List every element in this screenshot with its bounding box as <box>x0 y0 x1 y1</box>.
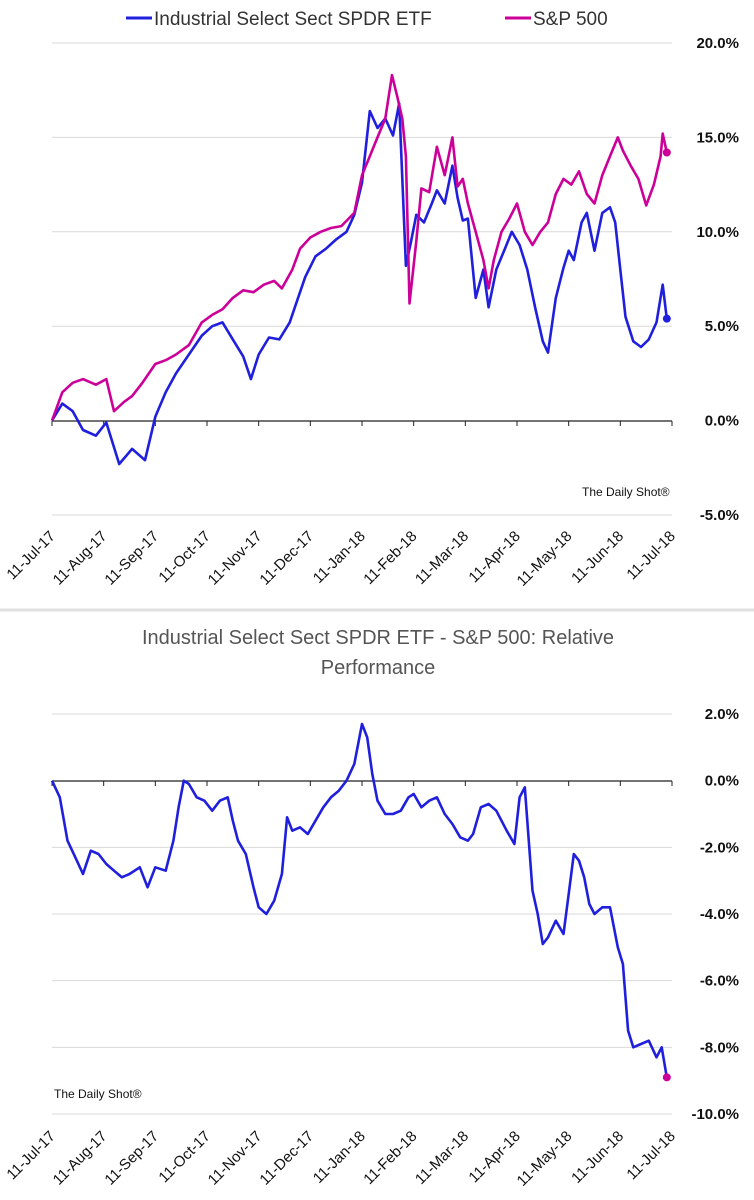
x-tick-label: 11-Feb-18 <box>360 528 420 588</box>
y-axis-tick-labels: 20.0% 15.0% 10.0% 5.0% 0.0% -5.0% <box>696 35 739 524</box>
series-end-marker <box>662 314 671 323</box>
x-tick-label: 11-Jun-18 <box>568 1128 627 1187</box>
cumulative-performance-chart: Industrial Select Sect SPDR ETF S&P 500 … <box>3 9 739 590</box>
series-lines <box>50 73 671 466</box>
y-tick-label: 5.0% <box>705 318 739 335</box>
watermark: The Daily Shot® <box>582 485 670 499</box>
gridlines <box>52 42 672 516</box>
x-tick-label: 11-Jun-18 <box>568 528 627 587</box>
x-tick-label: 11-Jan-18 <box>310 528 369 587</box>
y-tick-label: -5.0% <box>700 507 739 524</box>
relative-performance-chart: Industrial Select Sect SPDR ETF - S&P 50… <box>3 627 739 1190</box>
y-tick-label: -10.0% <box>691 1106 739 1123</box>
x-tick-label: 11-Nov-17 <box>205 528 266 589</box>
x-tick-label: 11-Sep-17 <box>101 1128 162 1189</box>
y-tick-label: -4.0% <box>700 906 739 923</box>
chart-title-line-2: Performance <box>321 657 436 679</box>
x-tick-label: 11-Aug-17 <box>50 528 111 589</box>
y-tick-label: -8.0% <box>700 1039 739 1056</box>
legend: Industrial Select Sect SPDR ETF S&P 500 <box>126 9 608 30</box>
x-tick-label: 11-Aug-17 <box>50 1128 111 1189</box>
x-tick-label: 11-Jul-18 <box>623 528 678 583</box>
x-tick-label: 11-Nov-17 <box>205 1128 266 1189</box>
x-tick-label: 11-Sep-17 <box>101 528 162 589</box>
series-end-marker <box>662 148 671 157</box>
y-tick-label: 0.0% <box>705 773 739 790</box>
y-tick-label: 2.0% <box>705 706 739 723</box>
y-tick-label: -6.0% <box>700 973 739 990</box>
chart-title-line-1: Industrial Select Sect SPDR ETF - S&P 50… <box>142 627 614 649</box>
gridlines <box>52 713 672 1115</box>
y-axis-tick-labels: 2.0% 0.0% -2.0% -4.0% -6.0% -8.0% -10.0% <box>691 706 739 1123</box>
x-tick-label: 11-Dec-17 <box>256 528 317 589</box>
x-tick-label: 11-Dec-17 <box>256 1128 317 1189</box>
x-tick-label: 11-Mar-18 <box>412 1128 472 1188</box>
x-axis-tick-labels: 11-Jul-1711-Aug-1711-Sep-1711-Oct-1711-N… <box>3 1128 678 1190</box>
x-tick-label: 11-May-18 <box>514 528 576 590</box>
y-tick-label: 0.0% <box>705 413 739 430</box>
y-tick-label: 15.0% <box>696 129 739 146</box>
y-tick-label: 10.0% <box>696 224 739 241</box>
series-line <box>50 722 669 1078</box>
series-line <box>50 73 669 422</box>
x-tick-label: 11-May-18 <box>514 1128 576 1190</box>
legend-label-etf: Industrial Select Sect SPDR ETF <box>154 9 432 30</box>
legend-label-spx: S&P 500 <box>533 9 608 30</box>
x-tick-label: 11-Jul-18 <box>623 1128 678 1183</box>
y-tick-label: -2.0% <box>700 839 739 856</box>
x-tick-label: 11-Feb-18 <box>360 1128 420 1188</box>
x-axis-tick-labels: 11-Jul-1711-Aug-1711-Sep-1711-Oct-1711-N… <box>3 528 678 590</box>
series-lines <box>50 722 671 1082</box>
x-axis-tick-marks <box>51 421 673 426</box>
x-axis-tick-marks <box>51 781 673 786</box>
series-end-marker <box>662 1073 671 1082</box>
y-tick-label: 20.0% <box>696 35 739 52</box>
watermark: The Daily Shot® <box>54 1087 142 1101</box>
x-tick-label: 11-Mar-18 <box>412 528 472 588</box>
series-line <box>50 102 669 466</box>
x-tick-label: 11-Jan-18 <box>310 1128 369 1187</box>
